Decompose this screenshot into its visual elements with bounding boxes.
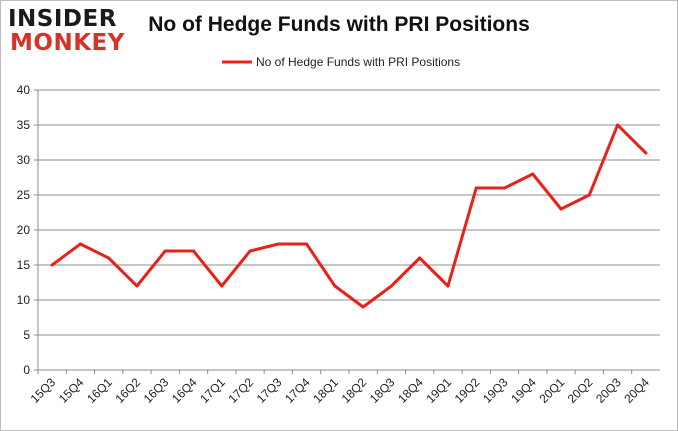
y-tick-label-0: 0 bbox=[23, 363, 30, 377]
x-tick-label-20Q1: 20Q1 bbox=[537, 375, 568, 406]
x-tick-label-19Q4: 19Q4 bbox=[508, 375, 539, 406]
legend-label: No of Hedge Funds with PRI Positions bbox=[256, 55, 460, 69]
x-tick-label-17Q4: 17Q4 bbox=[282, 375, 313, 406]
x-tick-label-20Q2: 20Q2 bbox=[565, 375, 596, 406]
data-point-17Q4 bbox=[305, 242, 309, 246]
data-point-18Q3 bbox=[389, 284, 393, 288]
x-tick-label-17Q1: 17Q1 bbox=[197, 375, 228, 406]
data-point-16Q1 bbox=[107, 256, 111, 260]
x-tick-label-16Q3: 16Q3 bbox=[141, 375, 172, 406]
data-point-17Q2 bbox=[248, 249, 252, 253]
x-tick-label-19Q3: 19Q3 bbox=[480, 375, 511, 406]
x-tick-label-16Q1: 16Q1 bbox=[84, 375, 115, 406]
y-tick-label-35: 35 bbox=[17, 118, 31, 132]
y-tick-label-10: 10 bbox=[17, 293, 31, 307]
gridlines bbox=[34, 89, 660, 371]
data-point-19Q2 bbox=[474, 186, 478, 190]
data-point-18Q4 bbox=[418, 256, 422, 260]
series-group bbox=[50, 123, 648, 309]
y-tick-label-25: 25 bbox=[17, 188, 31, 202]
data-point-16Q2 bbox=[135, 284, 139, 288]
data-point-17Q1 bbox=[220, 284, 224, 288]
x-tick-label-18Q4: 18Q4 bbox=[395, 375, 426, 406]
x-tick-labels: 15Q315Q416Q116Q216Q316Q417Q117Q217Q317Q4… bbox=[28, 370, 652, 406]
series-line-0 bbox=[50, 123, 648, 309]
data-point-20Q1 bbox=[559, 207, 563, 211]
data-point-16Q3 bbox=[163, 249, 167, 253]
x-tick-label-15Q3: 15Q3 bbox=[28, 375, 59, 406]
data-point-15Q3 bbox=[50, 263, 54, 267]
data-point-17Q3 bbox=[276, 242, 280, 246]
data-point-20Q2 bbox=[587, 193, 591, 197]
data-point-16Q4 bbox=[192, 249, 195, 253]
data-point-20Q4 bbox=[644, 151, 648, 155]
chart-title: No of Hedge Funds with PRI Positions bbox=[148, 13, 530, 36]
x-tick-label-19Q2: 19Q2 bbox=[452, 375, 483, 406]
x-tick-label-16Q2: 16Q2 bbox=[112, 375, 143, 406]
y-tick-labels: 0 5 10 15 20 25 30 35 40 bbox=[17, 83, 31, 377]
x-tick-label-19Q1: 19Q1 bbox=[423, 375, 454, 406]
data-point-15Q4 bbox=[78, 242, 82, 246]
data-point-18Q1 bbox=[333, 284, 337, 288]
y-tick-label-40: 40 bbox=[17, 83, 31, 97]
x-tick-label-17Q3: 17Q3 bbox=[254, 375, 285, 406]
x-tick-label-18Q2: 18Q2 bbox=[339, 375, 370, 406]
data-point-19Q3 bbox=[503, 186, 506, 190]
y-tick-label-15: 15 bbox=[17, 258, 31, 272]
legend: No of Hedge Funds with PRI Positions bbox=[222, 55, 460, 69]
logo-line-1: INSIDER bbox=[8, 6, 117, 32]
logo-line-2: MONKEY bbox=[10, 30, 125, 56]
x-tick-label-18Q1: 18Q1 bbox=[310, 375, 341, 406]
x-tick-label-18Q3: 18Q3 bbox=[367, 375, 398, 406]
y-tick-label-30: 30 bbox=[17, 153, 31, 167]
x-tick-label-20Q4: 20Q4 bbox=[621, 375, 652, 406]
data-point-18Q2 bbox=[361, 305, 365, 309]
x-tick-label-16Q4: 16Q4 bbox=[169, 375, 200, 406]
data-point-19Q1 bbox=[446, 284, 450, 288]
insider-monkey-logo: INSIDER MONKEY bbox=[8, 6, 126, 56]
x-tick-label-17Q2: 17Q2 bbox=[226, 375, 257, 406]
y-tick-label-20: 20 bbox=[17, 223, 31, 237]
data-point-19Q4 bbox=[531, 172, 535, 176]
y-tick-label-5: 5 bbox=[23, 328, 30, 342]
x-tick-label-15Q4: 15Q4 bbox=[56, 375, 87, 406]
data-point-20Q3 bbox=[616, 123, 620, 127]
x-tick-label-20Q3: 20Q3 bbox=[593, 375, 624, 406]
